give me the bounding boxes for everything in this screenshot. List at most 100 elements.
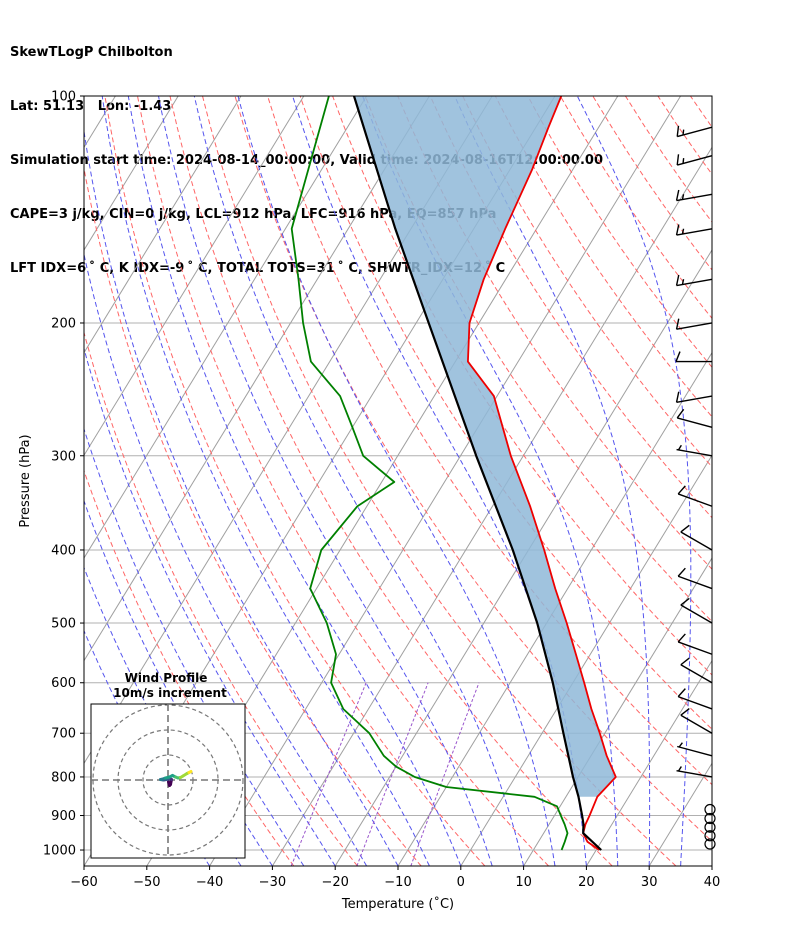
y-tick-label: 100 [51, 90, 76, 105]
isotherm-line [84, 96, 368, 559]
dry-adiabat-line [202, 96, 677, 866]
x-tick-label: −30 [259, 875, 286, 890]
profiles [290, 96, 617, 851]
wind-barb [676, 444, 713, 457]
location-text: Lat: 51.13 Lon: -1.43 [10, 99, 172, 114]
x-tick-label: 20 [578, 875, 595, 890]
x-tick-label: 40 [704, 875, 721, 890]
wind-barb [677, 567, 713, 590]
dry-adiabat-line [462, 96, 712, 468]
x-tick-label: −50 [133, 875, 160, 890]
moist-adiabat-line [84, 566, 242, 866]
wind-barb [677, 633, 713, 655]
y-tick-label: 500 [51, 617, 76, 632]
isotherm-line [84, 96, 430, 662]
temperature-profile-line [467, 96, 617, 851]
dry-adiabat-line [84, 469, 295, 866]
x-tick-label: 0 [457, 875, 465, 890]
y-tick-label: 1000 [43, 844, 76, 859]
wind-barb [680, 524, 713, 551]
moist-adiabat-line [127, 96, 462, 866]
moist-adiabat-line [158, 96, 493, 866]
dry-adiabat-line [494, 96, 712, 418]
cape-area [354, 96, 616, 797]
dry-adiabat-line [84, 330, 358, 866]
dry-adiabat-line [756, 96, 794, 866]
hodograph-title: Wind Profile [125, 671, 208, 685]
calm-wind-circle [704, 830, 716, 842]
wind-barb [675, 189, 713, 202]
y-tick-label: 400 [51, 543, 76, 558]
dry-adiabat-line [657, 96, 712, 176]
x-tick-label: −10 [384, 875, 411, 890]
hodograph-segment [187, 770, 193, 774]
mixing-ratio-line [410, 682, 480, 866]
y-tick-label: 200 [51, 316, 76, 331]
moist-adiabat-line [101, 96, 430, 866]
isotherm-line [397, 351, 712, 866]
hodograph-subtitle: 10m/s increment [113, 686, 227, 700]
wind-barb [675, 391, 713, 403]
wind-barb [676, 154, 713, 166]
x-tick-label: −40 [196, 875, 223, 890]
dry-adiabat-line [624, 96, 712, 223]
wind-barb [680, 657, 713, 684]
isotherm-line [775, 96, 794, 866]
y-tick-label: 600 [51, 676, 76, 691]
cape-shaded-area [354, 96, 616, 797]
x-tick-label: 30 [641, 875, 658, 890]
calm-wind-circle [704, 812, 716, 825]
isotherm-line [334, 249, 712, 866]
moist-adiabat-line [237, 96, 556, 866]
background-lines [84, 96, 794, 866]
dry-adiabat-line [397, 96, 712, 570]
dry-adiabat-line [104, 96, 486, 866]
chart-title: SkewTLogP Chilbolton [10, 45, 173, 60]
y-tick-label: 700 [51, 727, 76, 742]
isotherm-line [460, 454, 712, 866]
isotherm-line [523, 557, 712, 866]
dry-adiabat-line [137, 96, 549, 866]
moist-adiabat-line [84, 128, 399, 866]
isotherm-line [711, 865, 712, 866]
mixing-ratio-line [290, 682, 367, 866]
wind-barb [675, 318, 713, 330]
wind-barb [675, 351, 712, 363]
moist-adiabat-line [711, 859, 712, 866]
parcel-profile-line [352, 96, 602, 851]
dry-adiabat-line [299, 96, 712, 730]
isotherm-line [209, 96, 682, 866]
wind-barb [677, 688, 713, 710]
x-tick-label: 10 [515, 875, 532, 890]
isotherm-line [84, 96, 179, 251]
hodograph-inset: Wind Profile 10m/s increment [90, 671, 246, 859]
y-tick-label: 800 [51, 770, 76, 785]
wind-barb [677, 485, 713, 507]
wind-barb [675, 274, 713, 287]
isotherm-line [585, 659, 712, 866]
dry-adiabat-line [267, 96, 712, 786]
moist-adiabat-line [193, 96, 525, 866]
wind-barb [680, 597, 713, 624]
dry-adiabat-line [332, 96, 712, 676]
y-axis-label: Pressure (hPa) [18, 434, 33, 527]
dewpoint-profile-line [290, 96, 569, 851]
calm-wind-circle [704, 821, 716, 833]
x-tick-label: −20 [321, 875, 348, 890]
dry-adiabat-line [84, 165, 422, 866]
moist-adiabat-line [362, 96, 619, 866]
isotherm-line [648, 762, 712, 866]
x-axis-label: Temperature (˚C) [341, 896, 454, 912]
calm-wind-circle [704, 803, 716, 816]
wind-barb [677, 742, 713, 757]
dry-adiabat-line [689, 96, 712, 129]
wind-barb [676, 766, 713, 778]
wind-barb [675, 224, 713, 236]
dry-adiabat-line [429, 96, 712, 519]
wind-barb [680, 708, 713, 734]
isotherm-line [84, 96, 242, 354]
wind-barbs [675, 125, 716, 850]
isotherm-line [84, 96, 305, 457]
